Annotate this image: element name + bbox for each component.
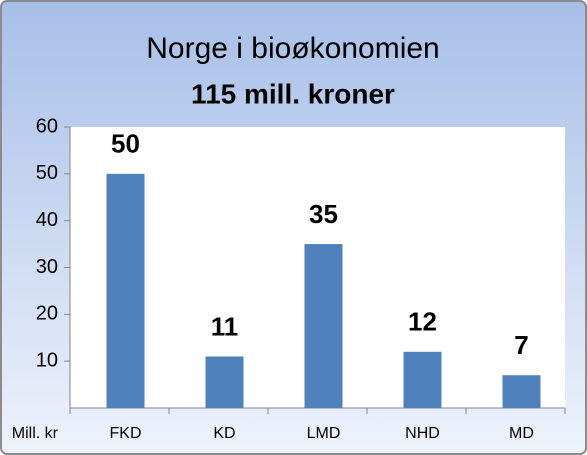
x-tick-label: FKD (110, 425, 142, 442)
bar (205, 356, 244, 408)
bar (304, 244, 343, 408)
data-label: 50 (111, 129, 140, 159)
x-tick-label: KD (213, 425, 235, 442)
data-label: 11 (211, 311, 239, 341)
chart-title: Norge i bioøkonomien (146, 32, 439, 65)
data-label: 35 (309, 199, 338, 229)
data-label: 7 (514, 330, 528, 360)
y-tick-label: 10 (36, 349, 58, 371)
y-axis-label: Mill. kr (12, 425, 59, 442)
data-label: 12 (408, 307, 437, 337)
x-tick-label: MD (509, 425, 534, 442)
y-tick-label: 50 (36, 162, 58, 184)
bar (502, 375, 541, 408)
y-tick-label: 30 (36, 256, 58, 278)
chart-subtitle: 115 mill. kroner (191, 78, 395, 109)
y-tick-label: 40 (36, 209, 58, 231)
y-tick-label: 60 (36, 115, 58, 137)
x-tick-label: NHD (405, 425, 440, 442)
y-tick-label: 20 (36, 303, 58, 325)
bar (106, 173, 145, 408)
x-tick-label: LMD (307, 425, 341, 442)
bar (403, 351, 442, 408)
